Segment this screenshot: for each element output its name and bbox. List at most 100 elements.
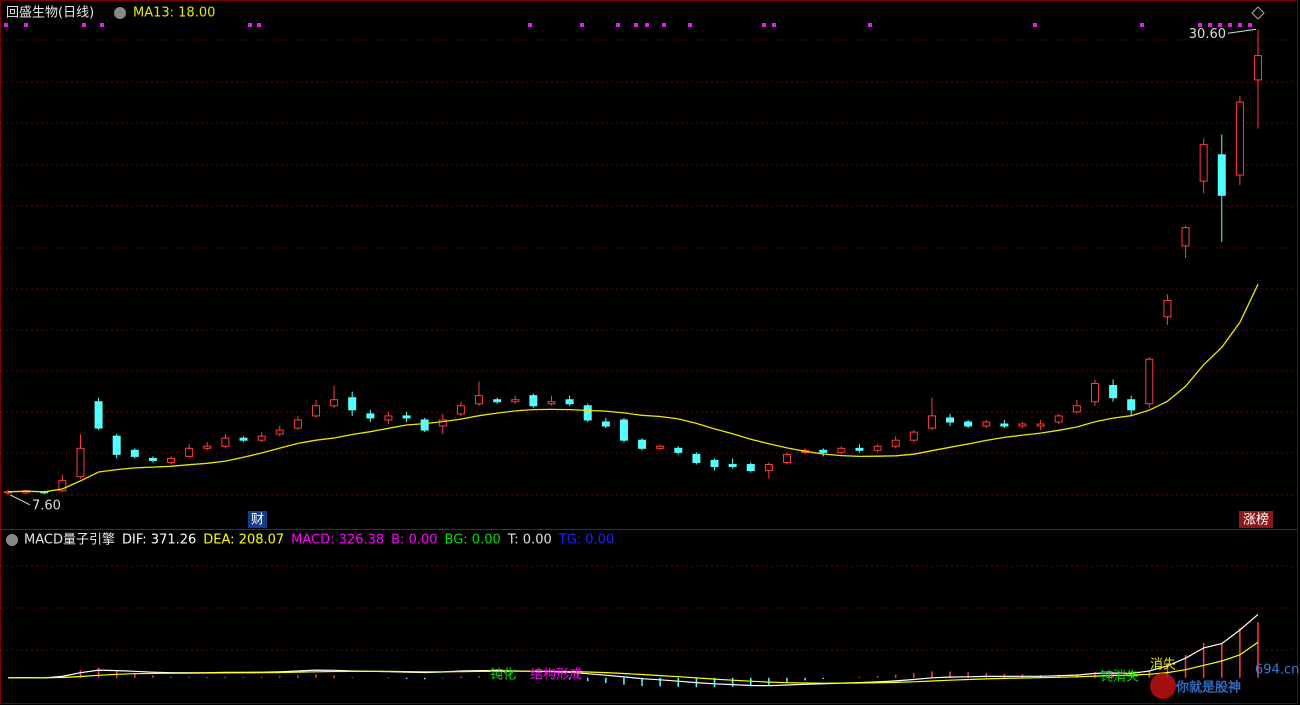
candle-body — [1254, 55, 1262, 81]
signal-dot — [528, 23, 532, 27]
candle-body — [529, 395, 538, 407]
candle-body — [583, 405, 592, 421]
watermark: 你就是股神 — [1175, 680, 1241, 696]
signal-dot — [100, 23, 104, 27]
candle-body — [438, 419, 447, 427]
legend-entry: BG: 0.00 — [445, 533, 501, 548]
candle-body — [710, 459, 719, 468]
signal-dot — [1248, 23, 1252, 27]
candle-body — [148, 457, 157, 461]
signal-dots — [4, 23, 1252, 27]
candle-body — [330, 399, 339, 407]
candle-body — [1036, 423, 1045, 427]
signal-dot — [688, 23, 692, 27]
signal-dot — [662, 23, 666, 27]
ma13-line — [7, 284, 1259, 493]
candle-body — [837, 447, 846, 453]
candle-body — [692, 453, 701, 463]
candle-body — [76, 447, 85, 478]
signal-dot — [762, 23, 766, 27]
candle-body — [420, 419, 429, 431]
candle-body — [547, 401, 556, 405]
panel-title: MACD量子引擎 — [24, 533, 115, 548]
candle-body — [946, 417, 955, 423]
candle-body — [1018, 423, 1027, 427]
signal-dot — [1140, 23, 1144, 27]
candle-body — [366, 413, 375, 419]
candle-body — [167, 457, 176, 463]
chart-title: 回盛生物(日线) — [6, 6, 94, 21]
candle-body — [58, 480, 67, 492]
candle-body — [511, 399, 520, 403]
high-arrow — [1227, 28, 1257, 34]
signal-dot — [1238, 23, 1242, 27]
candle-body — [1181, 227, 1190, 247]
legend-entry: B: 0.00 — [391, 533, 437, 548]
candle-body — [475, 395, 484, 405]
signal-dot — [1228, 23, 1232, 27]
candle-body — [1199, 144, 1208, 182]
annotation: 结构形成 — [530, 668, 582, 683]
candle-body — [964, 421, 973, 427]
candle-body — [239, 437, 248, 441]
candle-body — [674, 447, 683, 453]
tag-box — [1239, 511, 1273, 528]
candle-body — [203, 445, 212, 449]
legend-entry: T: 0.00 — [507, 533, 552, 548]
candle-body — [275, 429, 284, 435]
watermark-site: 694.cn — [1255, 663, 1299, 678]
candle-body — [1072, 405, 1081, 413]
signal-dot — [868, 23, 872, 27]
annotation: 消失 — [1150, 658, 1176, 673]
legend-entry: MACD: 326.38 — [291, 533, 384, 548]
annotation: 钝化 — [490, 668, 516, 683]
macd-line — [8, 641, 1259, 684]
high-label: 30.60 — [1189, 27, 1226, 42]
low-label: 7.60 — [32, 498, 61, 513]
collapse-icon[interactable] — [114, 7, 126, 19]
ma-legend: MA13: 18.00 — [133, 6, 215, 21]
signal-dot — [82, 23, 86, 27]
candle-body — [819, 449, 828, 453]
signal-dot — [257, 23, 261, 27]
settings-icon[interactable] — [1251, 6, 1265, 20]
candle-body — [293, 419, 302, 429]
candle-body — [257, 435, 266, 441]
candle-body — [456, 405, 465, 415]
candle-body — [1000, 423, 1009, 427]
candle-body — [402, 415, 411, 419]
candle-body — [311, 405, 320, 417]
candle-body — [728, 463, 737, 468]
candle-body — [1145, 358, 1154, 405]
signal-dot — [645, 23, 649, 27]
candle-body — [982, 421, 991, 427]
candle-body — [1217, 154, 1226, 196]
candle-body — [493, 399, 502, 403]
tag: 财 — [251, 513, 264, 528]
candle-body — [638, 439, 647, 449]
signal-dot — [580, 23, 584, 27]
candle-body — [130, 449, 139, 457]
candle-body — [221, 437, 230, 447]
candle-body — [185, 447, 194, 457]
watermark-logo — [1150, 673, 1176, 699]
candle-body — [891, 439, 900, 447]
candle-body — [927, 415, 936, 429]
signal-dot — [248, 23, 252, 27]
signal-dot — [24, 23, 28, 27]
annotation: 钝消失 — [1100, 670, 1139, 685]
signal-dot — [772, 23, 776, 27]
header-collapse[interactable] — [114, 7, 126, 19]
candle-body — [746, 463, 755, 472]
signal-dot — [1208, 23, 1212, 27]
signal-dot — [1198, 23, 1202, 27]
tag-box — [248, 511, 267, 528]
candle-body — [1054, 415, 1063, 423]
legend-entry: DEA: 208.07 — [203, 533, 284, 548]
candle-body — [909, 431, 918, 441]
candle-body — [1235, 101, 1244, 176]
collapse-icon[interactable] — [6, 534, 18, 546]
